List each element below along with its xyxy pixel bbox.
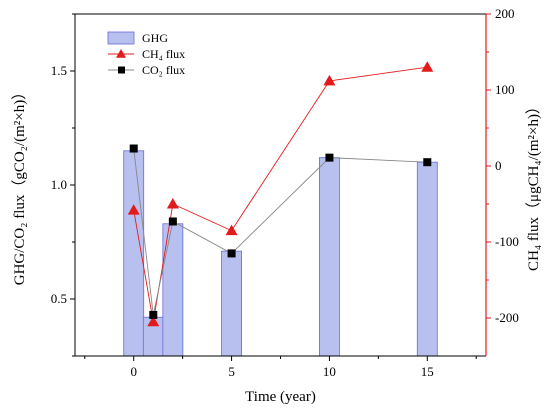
point-ch4-marker xyxy=(127,204,140,215)
line-co2 xyxy=(133,148,428,316)
point-ch4-marker xyxy=(421,61,434,72)
point-ch4-marker xyxy=(323,74,336,86)
y-right-axis-label: CH₄ flux（μgCH₄/(m²×h)） xyxy=(525,99,542,271)
point-co2-marker xyxy=(325,153,334,162)
x-tick-label: 15 xyxy=(421,364,434,379)
x-axis-label: Time (year) xyxy=(245,389,316,405)
line-ch4 xyxy=(133,66,428,322)
legend-entry-label: CO₂ flux xyxy=(142,63,185,77)
x-tick-label: 5 xyxy=(228,364,235,379)
legend-marker-co2 xyxy=(118,66,125,74)
bar-ghg xyxy=(123,150,145,357)
point-co2-marker xyxy=(227,249,236,258)
y-left-tick-label: 1.5 xyxy=(51,63,67,78)
point-co2-marker xyxy=(423,158,432,167)
legend-entry-label: GHG xyxy=(142,31,168,45)
x-tick-label: 10 xyxy=(323,364,336,379)
y-right-tick-label: -200 xyxy=(495,310,519,325)
point-ch4-marker xyxy=(166,198,179,209)
y-left-tick-label: 1.0 xyxy=(51,177,67,192)
y-left-tick-label: 0.5 xyxy=(51,291,67,306)
y-right-tick-label: 100 xyxy=(495,82,515,97)
point-ch4-marker xyxy=(225,224,238,236)
bar-ghg xyxy=(319,157,340,357)
legend-swatch-ghg xyxy=(107,31,135,45)
y-right-tick-label: -100 xyxy=(495,234,519,249)
point-co2-marker xyxy=(149,310,158,319)
bar-ghg xyxy=(221,250,242,357)
legend-marker-ch4 xyxy=(116,49,126,58)
y-right-tick-label: 200 xyxy=(495,6,515,21)
point-co2-marker xyxy=(168,217,177,226)
y-left-axis-label: GHG/CO₂ flux（gCO₂/(m²×h)） xyxy=(11,85,28,286)
x-tick-label: 0 xyxy=(130,364,137,379)
y-right-tick-label: 0 xyxy=(495,158,502,173)
legend-entry-label: CH₄ flux xyxy=(142,47,185,61)
point-ch4-marker xyxy=(147,315,160,327)
bar-ghg xyxy=(416,161,438,357)
point-co2-marker xyxy=(129,144,138,153)
